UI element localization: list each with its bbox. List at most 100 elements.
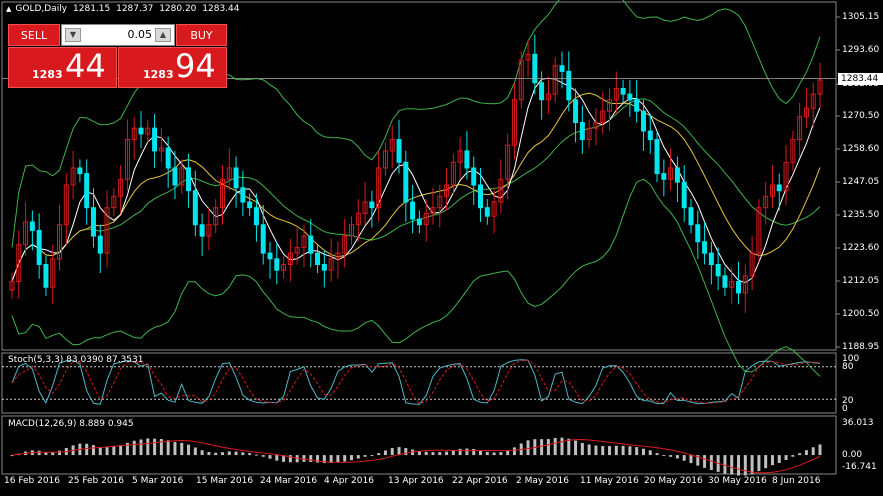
macd-signal-line xyxy=(11,438,821,474)
macd-histogram-bar xyxy=(322,455,326,464)
date-axis-label: 15 Mar 2016 xyxy=(196,476,254,486)
macd-histogram-bar xyxy=(608,446,612,456)
candle-body xyxy=(613,87,619,101)
macd-histogram-bar xyxy=(268,455,272,459)
candle-body xyxy=(491,201,497,217)
candle-body xyxy=(688,207,694,226)
candle-body xyxy=(790,139,796,163)
macd-histogram-bar xyxy=(37,450,41,456)
macd-histogram-bar xyxy=(417,451,421,456)
macd-histogram-bar xyxy=(282,455,286,462)
macd-histogram-bar xyxy=(621,445,625,456)
slow-ma-line xyxy=(11,92,821,282)
macd-histogram-bar xyxy=(424,451,428,456)
candle-body xyxy=(186,167,192,192)
macd-histogram-bar xyxy=(309,455,313,463)
macd-histogram-bar xyxy=(241,452,245,456)
date-axis-label: 11 May 2016 xyxy=(580,476,639,486)
macd-histogram-bar xyxy=(818,444,822,456)
sell-button[interactable]: SELL xyxy=(8,24,60,46)
candle-body xyxy=(484,207,490,217)
symbol-name: GOLD,Daily xyxy=(15,4,68,14)
candle-body xyxy=(274,258,280,271)
macd-histogram-bar xyxy=(669,455,673,457)
macd-histogram-bar xyxy=(784,455,788,461)
candle-body xyxy=(9,281,15,291)
candle-body xyxy=(77,167,83,175)
candle-body xyxy=(348,224,354,237)
price-axis-label: 1235.50 xyxy=(842,210,880,220)
candle-body xyxy=(111,195,117,209)
candle-body xyxy=(566,70,572,101)
macd-histogram-bar xyxy=(506,450,510,456)
candle-body xyxy=(179,167,185,186)
candle-body xyxy=(253,207,259,226)
macd-histogram-bar xyxy=(180,442,184,456)
candle-body xyxy=(511,99,517,146)
candle-body xyxy=(131,127,137,141)
candle-body xyxy=(63,184,69,226)
macd-histogram-bar xyxy=(458,448,462,456)
macd-histogram-bar xyxy=(703,455,707,468)
candle-body xyxy=(70,167,76,186)
macd-histogram-bar xyxy=(349,455,353,461)
candle-body xyxy=(769,184,775,197)
macd-histogram-bar xyxy=(200,450,204,456)
macd-histogram-bar xyxy=(377,453,381,456)
price-axis-label: 1223.60 xyxy=(842,243,880,253)
lot-size-field[interactable]: ▼ 0.05 ▲ xyxy=(61,24,175,46)
macd-histogram-bar xyxy=(560,437,564,456)
macd-frame xyxy=(1,415,837,475)
collapse-triangle-icon[interactable]: ▲ xyxy=(6,5,12,13)
macd-histogram-bar xyxy=(98,446,102,456)
candle-body xyxy=(410,201,416,220)
candle-body xyxy=(708,252,714,265)
candle-body xyxy=(23,221,29,246)
candle-body xyxy=(749,252,755,277)
macd-histogram-bar xyxy=(445,451,449,456)
lot-increase-arrow-icon[interactable]: ▲ xyxy=(155,28,171,42)
macd-histogram-bar xyxy=(770,455,774,466)
macd-histogram-bar xyxy=(146,438,150,456)
macd-histogram-bar xyxy=(390,448,394,456)
macd-histogram-bar xyxy=(139,439,143,456)
macd-histogram-bar xyxy=(750,455,754,475)
macd-histogram-bar xyxy=(227,451,231,456)
candle-body xyxy=(152,127,158,152)
candle-body xyxy=(695,224,701,243)
macd-histogram-bar xyxy=(302,455,306,462)
candle-body xyxy=(620,87,626,95)
candle-body xyxy=(315,252,321,265)
candle-body xyxy=(29,221,35,231)
date-axis-label: 5 Mar 2016 xyxy=(132,476,184,486)
candle-body xyxy=(681,181,687,209)
stoch-frame xyxy=(1,352,837,414)
bid-price-box[interactable]: 1283 44 xyxy=(8,47,117,88)
stoch-signal-line xyxy=(11,359,821,405)
candle-body xyxy=(321,264,327,271)
macd-histogram-bar xyxy=(472,449,476,456)
macd-histogram-bar xyxy=(499,452,503,456)
candle-body xyxy=(267,252,273,260)
ask-price-box[interactable]: 1283 94 xyxy=(118,47,227,88)
date-axis-label: 2 May 2016 xyxy=(516,476,569,486)
candle-body xyxy=(525,53,531,61)
candle-body xyxy=(600,110,606,124)
candle-body xyxy=(247,201,253,209)
macd-histogram-bar xyxy=(356,455,360,459)
macd-histogram-bar xyxy=(275,455,279,461)
candle-body xyxy=(674,167,680,183)
lot-size-value[interactable]: 0.05 xyxy=(127,28,153,41)
lot-decrease-arrow-icon[interactable]: ▼ xyxy=(65,28,81,42)
bid-prefix: 1283 xyxy=(32,68,63,81)
candle-body xyxy=(97,235,103,254)
candle-body xyxy=(90,207,96,237)
date-axis-label: 30 May 2016 xyxy=(708,476,767,486)
macd-histogram-bar xyxy=(44,452,48,456)
candle-body xyxy=(301,235,307,248)
candle-body xyxy=(355,212,361,226)
price-axis-label: 1305.15 xyxy=(842,12,880,22)
price-axis-label: 1188.95 xyxy=(842,342,880,352)
buy-button[interactable]: BUY xyxy=(176,24,227,46)
